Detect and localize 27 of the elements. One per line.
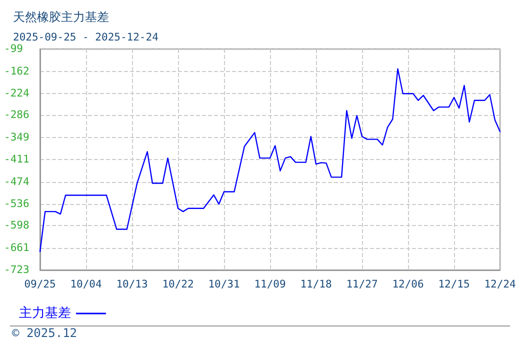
x-tick-label: 10/13 <box>116 278 148 290</box>
x-tick-label: 10/04 <box>70 278 102 290</box>
y-tick-label: -162 <box>4 65 30 78</box>
y-tick-label: -536 <box>4 198 30 210</box>
text: © 2025.12 <box>12 326 78 340</box>
x-tick-label: 12/15 <box>438 278 470 290</box>
chart-title: 天然橡胶主力基差 <box>13 10 109 24</box>
y-tick-label: -286 <box>4 109 30 122</box>
legend-label: 主力基差 <box>19 305 71 321</box>
x-tick-label: 10/31 <box>208 278 240 290</box>
y-tick-label: -723 <box>4 264 30 276</box>
y-tick-label: -598 <box>4 220 30 232</box>
y-tick-label: -349 <box>4 132 30 144</box>
y-tick-label: -411 <box>4 154 30 166</box>
x-tick-label: 09/25 <box>24 278 56 290</box>
x-tick-label: 12/24 <box>484 278 516 290</box>
line-series <box>39 68 501 252</box>
x-tick-label: 11/18 <box>300 278 332 290</box>
y-tick-label: -661 <box>4 242 30 254</box>
y-tick-label: -99 <box>4 43 23 55</box>
x-tick-label: 11/27 <box>346 278 378 290</box>
x-tick-label: 10/22 <box>162 278 194 290</box>
chart-subtitle: 2025-09-25 - 2025-12-24 <box>13 32 158 44</box>
y-tick-label: -224 <box>4 87 30 100</box>
x-tick-label: 11/09 <box>254 278 286 290</box>
x-tick-label: 12/06 <box>392 278 424 290</box>
y-tick-label: -474 <box>4 176 30 188</box>
